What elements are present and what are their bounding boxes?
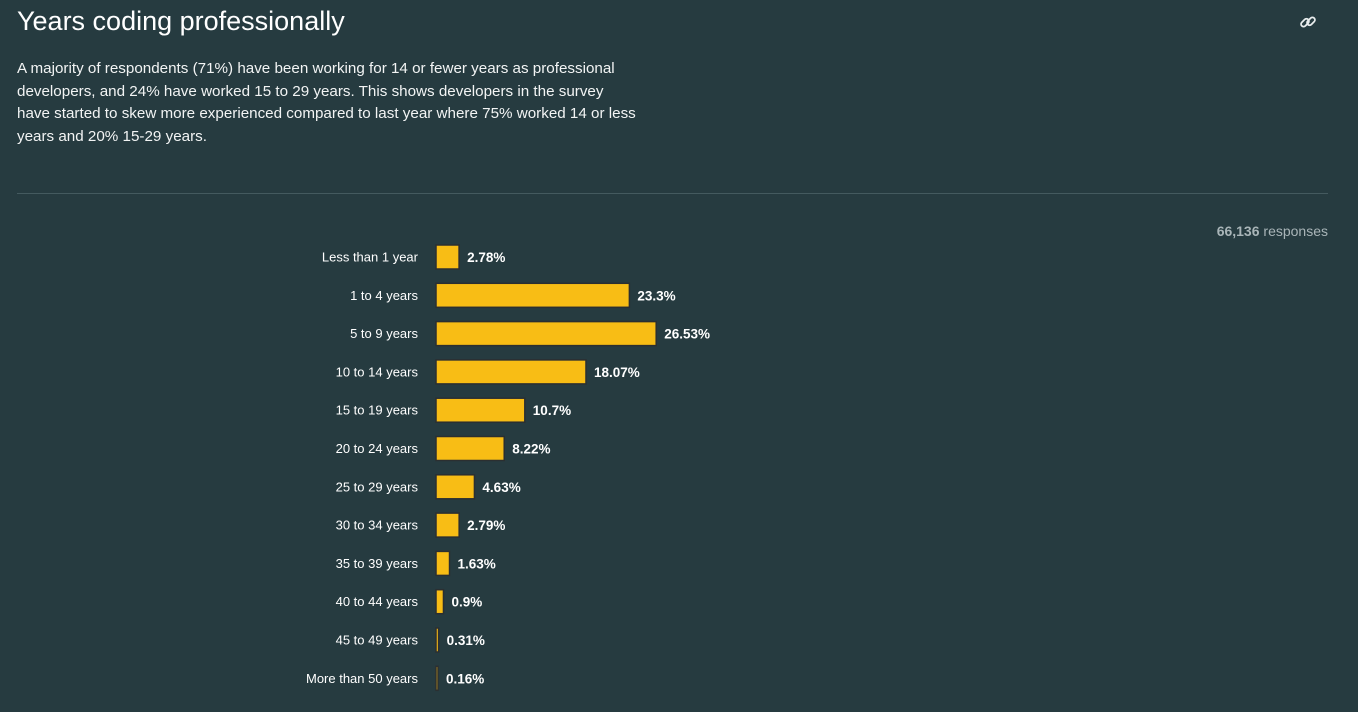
bar[interactable]: [435, 435, 505, 462]
category-label: 30 to 34 years: [336, 518, 419, 533]
responses-label: responses: [1263, 223, 1328, 239]
page-title: Years coding professionally: [17, 6, 345, 36]
category-label: 40 to 44 years: [336, 594, 419, 609]
category-label: 15 to 19 years: [336, 403, 419, 418]
category-label: 20 to 24 years: [336, 441, 419, 456]
category-label: More than 50 years: [306, 671, 419, 686]
value-label: 4.63%: [482, 480, 520, 495]
chart-description: A majority of respondents (71%) have bee…: [17, 60, 636, 145]
category-label: 25 to 29 years: [336, 479, 419, 494]
value-label: 0.9%: [451, 595, 482, 610]
responses-count: 66,136 responses: [1217, 223, 1328, 239]
category-label: 1 to 4 years: [350, 288, 418, 303]
category-label: 5 to 9 years: [350, 326, 418, 341]
bar[interactable]: [435, 665, 439, 692]
value-label: 0.16%: [446, 671, 484, 686]
category-label: Less than 1 year: [322, 250, 419, 265]
link-icon-graphic: [1300, 16, 1316, 28]
value-label: 26.53%: [664, 327, 710, 342]
responses-number: 66,136: [1216, 223, 1260, 239]
bar[interactable]: [435, 282, 631, 309]
value-label: 23.3%: [637, 288, 675, 303]
category-label: 10 to 14 years: [336, 364, 419, 379]
bar[interactable]: [435, 359, 587, 385]
bar[interactable]: [435, 627, 440, 653]
bar[interactable]: [435, 397, 526, 423]
bar-chart: Less than 1 year 2.78% 1 to 4 years 23.3% 5 …: [306, 244, 710, 692]
link-icon[interactable]: [1298, 12, 1318, 32]
value-label: 8.22%: [512, 442, 550, 457]
bar[interactable]: [435, 512, 460, 538]
bar[interactable]: [435, 244, 460, 270]
category-label: 35 to 39 years: [336, 556, 419, 571]
value-label: 2.78%: [467, 250, 505, 265]
bar[interactable]: [435, 474, 476, 500]
bar[interactable]: [435, 550, 451, 577]
bar[interactable]: [435, 320, 657, 347]
category-label: 45 to 49 years: [336, 633, 419, 648]
value-label: 0.31%: [447, 633, 485, 648]
value-label: 1.63%: [458, 556, 496, 571]
value-label: 2.79%: [467, 518, 505, 533]
section-divider: [17, 193, 1328, 194]
bar[interactable]: [435, 588, 445, 615]
value-label: 18.07%: [594, 365, 640, 380]
value-label: 10.7%: [533, 403, 571, 418]
